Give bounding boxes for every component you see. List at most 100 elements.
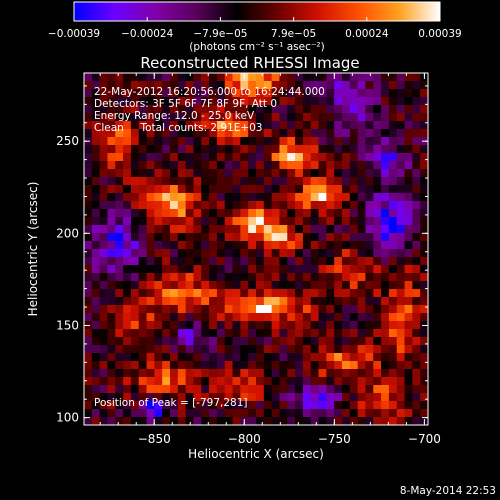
heatmap-cell <box>248 201 257 210</box>
heatmap-cell <box>256 273 265 282</box>
heatmap-cell <box>107 169 116 178</box>
heatmap-cell <box>224 137 233 146</box>
heatmap-cell <box>123 145 132 154</box>
heatmap-cell <box>256 81 265 90</box>
heatmap-cell <box>115 193 124 202</box>
heatmap-cell <box>342 121 351 130</box>
heatmap-cell <box>318 113 327 122</box>
heatmap-cell <box>365 297 374 306</box>
heatmap-cell <box>342 329 351 338</box>
heatmap-cell <box>256 161 265 170</box>
heatmap-cell <box>420 345 429 354</box>
heatmap-cell <box>232 377 241 386</box>
heatmap-cell <box>123 257 132 266</box>
heatmap-cell <box>310 89 319 98</box>
heatmap-cell <box>381 97 390 106</box>
heatmap-cell <box>99 153 108 162</box>
heatmap-cell <box>420 353 429 362</box>
heatmap-cell <box>310 209 319 218</box>
heatmap-cell <box>162 209 171 218</box>
heatmap-cell <box>224 225 233 234</box>
heatmap-cell <box>357 81 366 90</box>
heatmap-cell <box>232 417 241 426</box>
heatmap-cell <box>209 153 218 162</box>
heatmap-cell <box>349 313 359 322</box>
heatmap-cell <box>193 217 202 226</box>
heatmap-cell <box>162 137 171 146</box>
heatmap-cell <box>170 361 179 370</box>
heatmap-cell <box>107 353 116 362</box>
heatmap-cell <box>404 337 413 346</box>
heatmap-cell <box>209 89 218 98</box>
heatmap-cell <box>318 153 327 162</box>
heatmap-cell <box>185 345 194 354</box>
heatmap-cell <box>256 369 265 378</box>
heatmap-cell <box>146 225 155 234</box>
heatmap-cell <box>271 97 280 106</box>
heatmap-cell <box>162 305 171 314</box>
heatmap-cell <box>279 313 288 322</box>
heatmap-cell <box>404 97 413 106</box>
heatmap-cell <box>404 313 413 322</box>
heatmap-cell <box>365 313 374 322</box>
heatmap-cell <box>248 217 257 226</box>
heatmap-cell <box>373 137 382 146</box>
heatmap-cell <box>224 81 233 90</box>
heatmap-cell <box>99 217 108 226</box>
heatmap-cell <box>123 305 132 314</box>
heatmap-cell <box>138 161 147 170</box>
heatmap-cell <box>287 345 296 354</box>
heatmap-cell <box>185 417 194 426</box>
heatmap-cell <box>138 169 147 178</box>
heatmap-cell <box>326 241 335 250</box>
heatmap-cell <box>107 321 116 330</box>
heatmap-cell <box>279 417 288 426</box>
heatmap-cell <box>99 273 108 282</box>
heatmap-cell <box>388 121 398 130</box>
heatmap-cell <box>201 169 210 178</box>
heatmap-cell <box>224 105 233 114</box>
heatmap-cell <box>91 273 101 282</box>
heatmap-cell <box>326 377 335 386</box>
heatmap-cell <box>248 185 257 194</box>
heatmap-cell <box>310 177 319 186</box>
heatmap-cell <box>216 329 226 338</box>
annotation-clean-total: Clean Total counts: 2.91E+03 <box>94 122 263 134</box>
heatmap-cell <box>193 209 202 218</box>
heatmap-cell <box>248 153 257 162</box>
heatmap-cell <box>404 353 413 362</box>
heatmap-cell <box>201 417 210 426</box>
heatmap-cell <box>115 321 124 330</box>
heatmap-cell <box>318 257 327 266</box>
heatmap-cell <box>279 265 288 274</box>
heatmap-cell <box>209 281 218 290</box>
heatmap-cell <box>240 257 249 266</box>
heatmap-cell <box>216 209 226 218</box>
heatmap-cell <box>154 233 163 242</box>
heatmap-cell <box>357 329 366 338</box>
heatmap-cell <box>99 129 108 138</box>
heatmap-cell <box>342 289 351 298</box>
heatmap-cell <box>248 329 257 338</box>
heatmap-cell <box>232 121 241 130</box>
heatmap-cell <box>146 137 155 146</box>
heatmap-cell <box>162 169 171 178</box>
heatmap-cell <box>287 265 296 274</box>
heatmap-cell <box>224 129 233 138</box>
heatmap-cell <box>193 97 202 106</box>
heatmap-cell <box>99 73 108 82</box>
heatmap-cell <box>342 81 351 90</box>
heatmap-cell <box>91 161 101 170</box>
heatmap-cell <box>412 233 421 242</box>
heatmap-cell <box>154 241 163 250</box>
heatmap-cell <box>154 273 163 282</box>
heatmap-cell <box>170 409 179 418</box>
heatmap-cell <box>373 121 382 130</box>
heatmap-cell <box>84 177 93 186</box>
heatmap-cell <box>287 217 296 226</box>
heatmap-cell <box>209 305 218 314</box>
heatmap-cell <box>107 385 116 394</box>
heatmap-cell <box>271 177 280 186</box>
heatmap-cell <box>310 161 319 170</box>
heatmap-cell <box>295 145 304 154</box>
